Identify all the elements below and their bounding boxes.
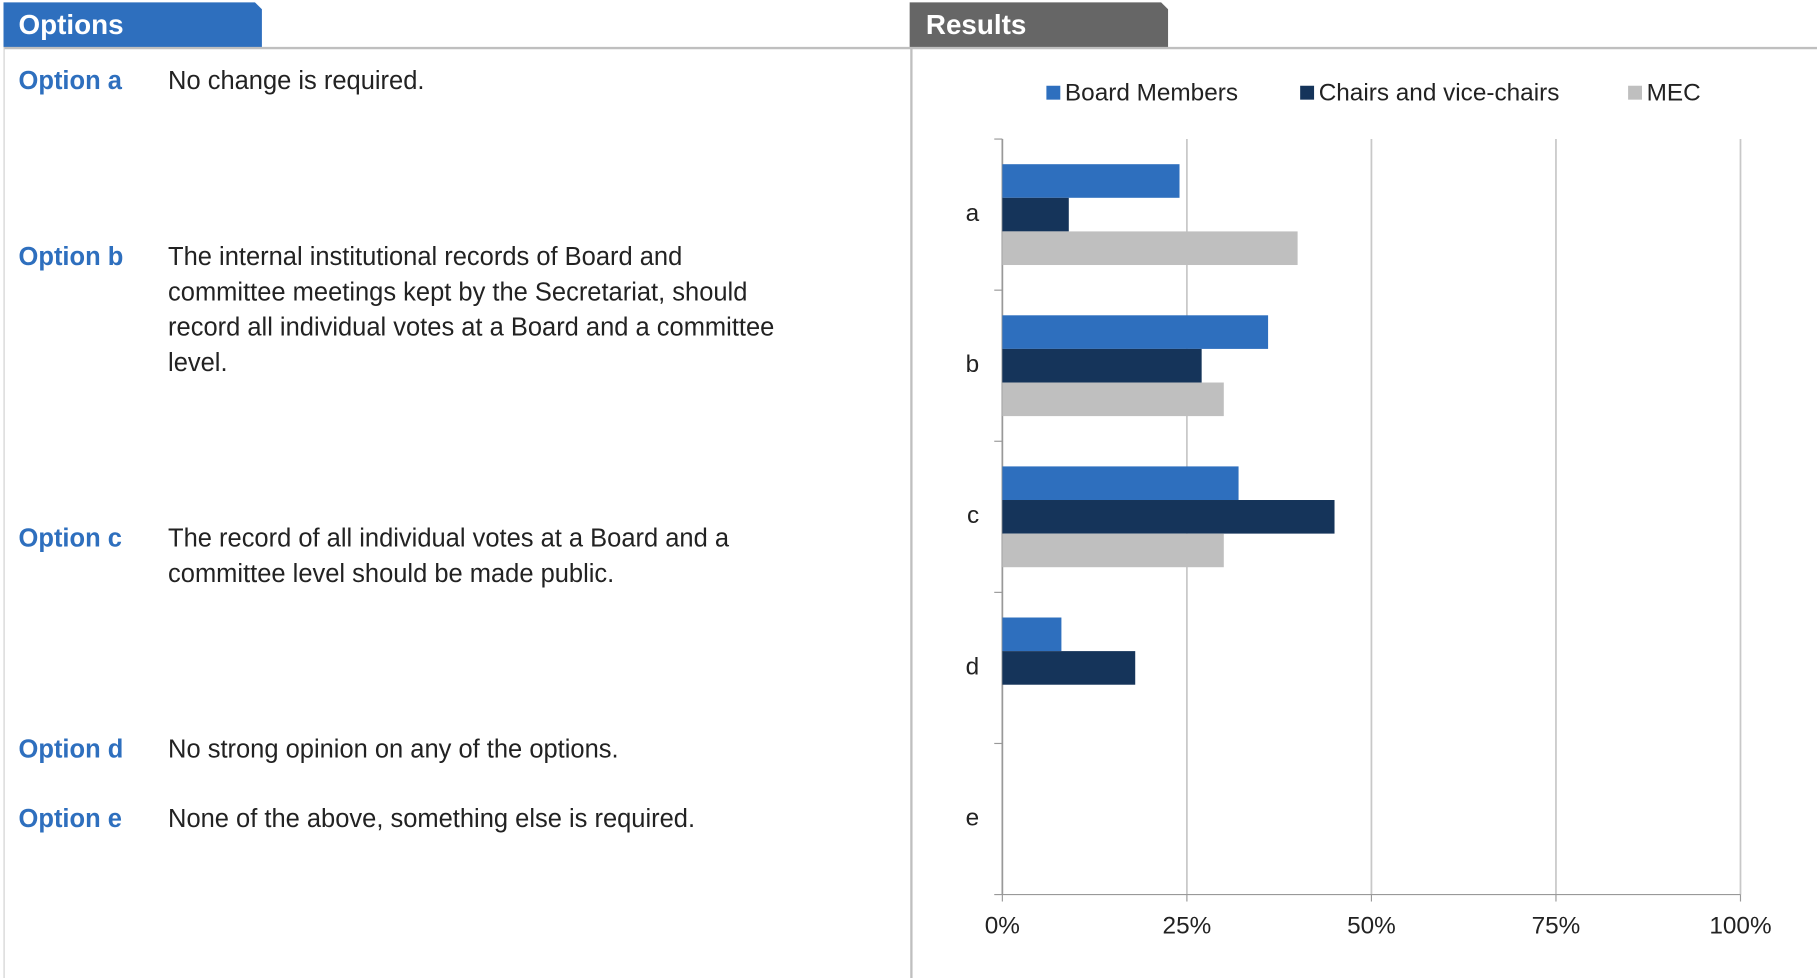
legend-label: Chairs and vice-chairs: [1319, 79, 1560, 106]
option-text: No strong opinion on any of the options.: [168, 736, 619, 764]
y-tick-label: d: [966, 653, 980, 680]
bar: [1002, 617, 1062, 652]
bar: [1002, 382, 1224, 417]
legend-label: Board Members: [1065, 79, 1238, 106]
bar: [1002, 315, 1269, 349]
x-tick-label: 25%: [1163, 912, 1212, 939]
legend-swatch: [1300, 85, 1315, 100]
legend-label: MEC: [1647, 79, 1701, 106]
legend-swatch: [1046, 85, 1061, 100]
option-text: level.: [168, 349, 228, 377]
bar: [1002, 651, 1136, 685]
option-label: Option a: [19, 67, 123, 95]
options-tab: [3, 2, 262, 48]
option-text: No change is required.: [168, 67, 424, 95]
option-text: record all individual votes at a Board a…: [168, 314, 774, 342]
x-tick-label: 100%: [1709, 912, 1771, 939]
options-title: Options: [19, 9, 124, 40]
bar: [1002, 500, 1335, 534]
option-text: None of the above, something else is req…: [168, 805, 695, 833]
option-text: The record of all individual votes at a …: [168, 525, 730, 553]
option-text: committee meetings kept by the Secretari…: [168, 278, 747, 306]
y-tick-label: a: [966, 200, 980, 227]
x-tick-label: 75%: [1532, 912, 1581, 939]
bar: [1002, 533, 1224, 568]
option-label: Option b: [19, 243, 124, 271]
option-label: Option c: [19, 525, 122, 553]
x-tick-label: 50%: [1347, 912, 1396, 939]
results-tab: [909, 2, 1169, 48]
x-tick-label: 0%: [985, 912, 1020, 939]
bar: [1002, 348, 1202, 383]
bar: [1002, 231, 1298, 266]
option-label: Option e: [19, 805, 122, 833]
bar: [1002, 164, 1180, 198]
legend-swatch: [1628, 85, 1642, 100]
results-title: Results: [926, 9, 1026, 40]
y-tick-label: c: [967, 502, 979, 529]
option-text: The internal institutional records of Bo…: [168, 243, 682, 271]
bar: [1002, 466, 1239, 501]
y-tick-label: b: [966, 351, 980, 378]
option-label: Option d: [19, 736, 124, 764]
y-tick-label: e: [966, 804, 980, 831]
bar: [1002, 197, 1069, 232]
option-text: committee level should be made public.: [168, 560, 614, 588]
